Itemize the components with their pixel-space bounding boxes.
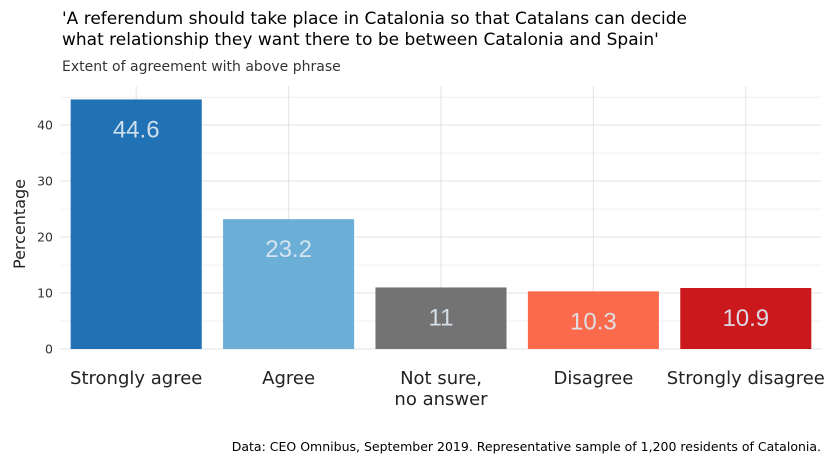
- y-tick-label: 10: [37, 286, 53, 301]
- x-tick-label: Strongly disagree: [667, 368, 825, 389]
- chart-caption: Data: CEO Omnibus, September 2019. Repre…: [231, 439, 821, 454]
- y-tick-label: 20: [37, 230, 53, 245]
- y-tick-label: 40: [37, 118, 53, 133]
- bar-value-label: 23.2: [265, 236, 312, 263]
- x-tick-label: Agree: [262, 368, 315, 389]
- x-tick-label: Disagree: [553, 368, 633, 389]
- y-tick-label: 30: [37, 174, 53, 189]
- bar: [680, 288, 812, 349]
- bar-value-label: 10.9: [722, 305, 769, 332]
- bar: [223, 219, 355, 349]
- x-tick-label: Not sure, no answer: [394, 368, 488, 410]
- chart-subtitle: Extent of agreement with above phrase: [62, 59, 341, 75]
- x-tick-label: Strongly agree: [70, 368, 202, 389]
- bar: [70, 99, 202, 350]
- bar: [375, 287, 507, 349]
- y-axis-title: Percentage: [10, 179, 29, 269]
- bar-value-label: 44.6: [113, 116, 160, 143]
- chart-title-line-1: 'A referendum should take place in Catal…: [62, 9, 688, 29]
- bar-value-label: 10.3: [570, 308, 617, 335]
- bar-value-label: 11: [429, 304, 454, 331]
- y-tick-label: 0: [45, 342, 53, 357]
- bar: [527, 291, 659, 349]
- chart-title-line-2: what relationship they want there to be …: [62, 30, 659, 50]
